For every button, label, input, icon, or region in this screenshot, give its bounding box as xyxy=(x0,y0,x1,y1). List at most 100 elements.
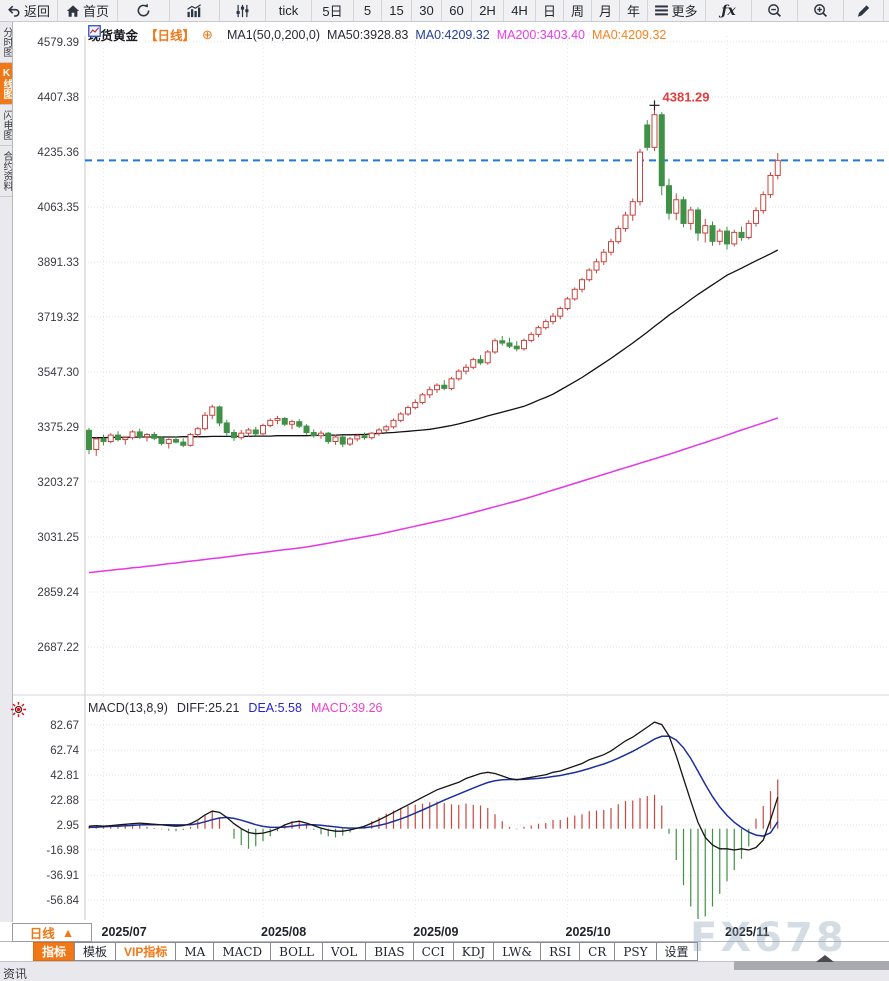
indicator-tab-CR[interactable]: CR xyxy=(579,942,616,961)
svg-text:4381.29: 4381.29 xyxy=(663,89,710,104)
svg-text:3203.27: 3203.27 xyxy=(37,477,79,489)
period-selector-tab[interactable]: 日线 ▲ xyxy=(12,923,92,942)
svg-text:4063.35: 4063.35 xyxy=(37,202,79,214)
pencil-icon xyxy=(856,4,871,18)
period-30m-button[interactable]: 30 xyxy=(412,0,442,21)
scrollbar-arrow-icon xyxy=(816,955,834,962)
sidebar-tab-分时图[interactable]: 分时图 xyxy=(0,22,12,63)
indicator-tab-MACD[interactable]: MACD xyxy=(213,942,272,961)
x-axis-label: 2025/10 xyxy=(565,925,611,939)
x-axis-label: 2025/11 xyxy=(725,925,770,939)
indicator-tab-PSY[interactable]: PSY xyxy=(614,942,657,961)
svg-text:2.95: 2.95 xyxy=(57,820,79,832)
zoom-out-icon xyxy=(767,3,782,18)
svg-text:-16.98: -16.98 xyxy=(46,845,79,857)
ma200-value: MA200:3403.40 xyxy=(496,27,585,42)
indicator-tab-LW&[interactable]: LW& xyxy=(493,942,542,961)
period-tag: 【日线】 xyxy=(145,29,196,43)
home-icon xyxy=(66,4,80,18)
period-60m-button[interactable]: 60 xyxy=(442,0,472,21)
svg-text:42.81: 42.81 xyxy=(50,770,79,782)
svg-text:2687.22: 2687.22 xyxy=(37,642,79,654)
indicator-tab-CCI[interactable]: CCI xyxy=(412,942,454,961)
top-toolbar: 返回 首页 tick 5日 5 15 30 60 2H 4H 日周月年 更多 ƒx xyxy=(0,0,889,22)
sidebar-tab-合约资料[interactable]: 合约资料 xyxy=(0,146,12,197)
x-axis-row: 2025/07 2025/08 2025/09 2025/10 2025/11 xyxy=(0,922,889,942)
chart-type-sidebar: 分时图 K线图 闪电图 合约资料 xyxy=(0,22,13,922)
home-button-label: 首页 xyxy=(82,4,109,19)
indicator-tab-设置[interactable]: 设置 xyxy=(655,942,698,961)
indicator-tabs-row: 指标 模板 VIP指标 MA MACD BOLL VOL BIAS CCI KDJ LW& RSI CR… xyxy=(33,942,889,961)
svg-text:3719.32: 3719.32 xyxy=(37,312,79,324)
indicator-tab-BOLL[interactable]: BOLL xyxy=(270,942,323,961)
indicator-tab-BIAS[interactable]: BIAS xyxy=(365,942,414,961)
x-axis-label: 2025/09 xyxy=(413,925,459,939)
indicator-settings-sun-icon[interactable] xyxy=(10,701,27,723)
svg-text:4407.38: 4407.38 xyxy=(37,92,79,104)
horizontal-scrollbar[interactable] xyxy=(734,955,889,970)
period-day-button[interactable]: 日 xyxy=(536,0,564,21)
period-5d-button[interactable]: 5日 xyxy=(312,0,354,21)
indicator-tab-MA[interactable]: MA xyxy=(175,942,215,961)
more-button-label: 更多 xyxy=(671,4,698,19)
period-15m-button-label: 15 xyxy=(389,3,404,18)
indicator-tab-KDJ[interactable]: KDJ xyxy=(452,942,495,961)
period-5m-button[interactable]: 5 xyxy=(354,0,382,21)
period-year-button[interactable]: 年 xyxy=(620,0,648,21)
refresh-button[interactable] xyxy=(118,0,170,21)
period-4h-button[interactable]: 4H xyxy=(504,0,536,21)
svg-text:4579.39: 4579.39 xyxy=(37,37,79,49)
period-30m-button-label: 30 xyxy=(419,3,434,18)
collapse-panel-icon[interactable]: ⊕ xyxy=(202,27,213,42)
indicator-tab-VOL[interactable]: VOL xyxy=(321,942,367,961)
more-button[interactable]: 更多 xyxy=(648,0,706,21)
period-year-button-label: 年 xyxy=(626,4,640,19)
period-week-button-label: 周 xyxy=(570,4,584,19)
candle-chart-button[interactable] xyxy=(220,0,266,21)
period-tick-button-label: tick xyxy=(278,3,299,18)
ma-settings-label: MA1(50,0,200,0) xyxy=(226,27,321,42)
chart-plot-area[interactable]: 现货黄金 【日线】 ⊕ MA1(50,0,200,0) MA50:3928.83 … xyxy=(13,22,889,922)
period-selector-label: 日线 xyxy=(29,927,55,941)
period-5d-button-label: 5日 xyxy=(322,4,343,19)
chart-bars-icon xyxy=(186,3,203,18)
draw-button[interactable] xyxy=(844,0,884,21)
macd-settings-label: MACD(13,8,9) xyxy=(88,701,168,715)
macd-value: MACD:39.26 xyxy=(310,701,383,715)
main-chart-legend: 现货黄金 【日线】 ⊕ MA1(50,0,200,0) MA50:3928.83 … xyxy=(88,25,666,44)
back-button[interactable]: 返回 xyxy=(0,0,58,21)
indicator-tab-RSI[interactable]: RSI xyxy=(540,942,581,961)
indicator-fx-button[interactable]: ƒx xyxy=(706,0,752,21)
indicator-tab-模板[interactable]: 模板 xyxy=(74,942,117,961)
period-tick-button[interactable]: tick xyxy=(266,0,312,21)
svg-text:22.88: 22.88 xyxy=(50,795,79,807)
indicator-tab-VIP指标[interactable]: VIP指标 xyxy=(115,942,177,961)
svg-text:4235.36: 4235.36 xyxy=(37,147,79,159)
period-month-button-label: 月 xyxy=(598,4,612,19)
area-chart-button[interactable] xyxy=(170,0,220,21)
x-axis-label: 2025/07 xyxy=(101,925,147,939)
period-2h-button-label: 2H xyxy=(479,3,496,18)
indicator-tab-指标[interactable]: 指标 xyxy=(33,942,76,961)
diff-value: DIFF:25.21 xyxy=(176,701,240,715)
news-tab[interactable]: 资讯 xyxy=(3,967,28,981)
sidebar-tab-闪电图[interactable]: 闪电图 xyxy=(0,105,12,146)
period-15m-button[interactable]: 15 xyxy=(382,0,412,21)
home-button[interactable]: 首页 xyxy=(58,0,118,21)
bottom-status-strip xyxy=(0,961,889,981)
macd-legend: MACD(13,8,9) DIFF:25.21 DEA:5.58 MACD:39… xyxy=(88,701,383,715)
svg-text:-36.91: -36.91 xyxy=(46,870,79,882)
sidebar-tab-K线图[interactable]: K线图 xyxy=(0,63,12,105)
period-week-button[interactable]: 周 xyxy=(564,0,592,21)
svg-text:-56.84: -56.84 xyxy=(46,895,79,907)
ma0-orange-value: MA0:4209.32 xyxy=(591,27,667,42)
zoom-in-button[interactable] xyxy=(798,0,844,21)
period-month-button[interactable]: 月 xyxy=(592,0,620,21)
svg-text:3891.33: 3891.33 xyxy=(37,257,79,269)
period-2h-button[interactable]: 2H xyxy=(472,0,504,21)
fx-icon: ƒx xyxy=(721,2,736,19)
zoom-in-icon xyxy=(813,3,828,18)
zoom-out-button[interactable] xyxy=(752,0,798,21)
svg-text:3031.25: 3031.25 xyxy=(37,532,79,544)
